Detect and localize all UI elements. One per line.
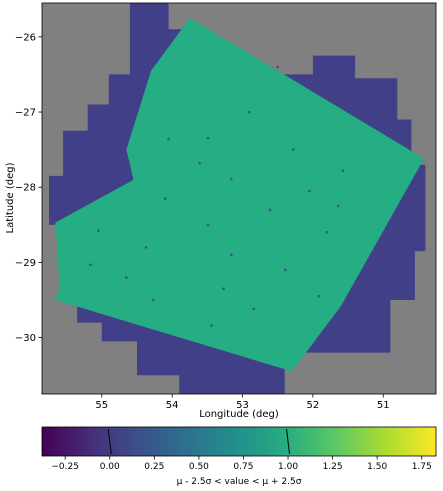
- coverage-main-region: [55, 18, 425, 372]
- colorbar: −0.25 0.00 0.25 0.50 0.75 1.00 1.25 1.50 1.75 μ …: [41, 426, 437, 487]
- source-point: [308, 189, 311, 193]
- x-tick-label: 53: [236, 400, 249, 411]
- source-points: [89, 65, 345, 327]
- x-axis-label: Longitude (deg): [199, 409, 279, 420]
- y-tick-label: −27: [15, 108, 36, 119]
- colorbar-tick-label: 0.00: [100, 462, 120, 472]
- source-point: [222, 287, 225, 291]
- source-point: [144, 246, 148, 249]
- colorbar-tick-label: 0.50: [189, 462, 209, 472]
- colorbar-tick-label: 1.75: [412, 462, 432, 472]
- colorbar-ticks: −0.25 0.00 0.25 0.50 0.75 1.00 1.25 1.50 1.75: [51, 456, 432, 472]
- y-tick-label: −28: [15, 183, 36, 194]
- colorbar-marker: [107, 428, 112, 455]
- x-axis-ticks: 55 54 53 52 51: [95, 394, 390, 411]
- source-point: [276, 65, 280, 69]
- source-point: [291, 148, 295, 151]
- source-point: [336, 204, 340, 208]
- source-point: [210, 324, 213, 327]
- source-point: [230, 177, 233, 181]
- colorbar-frame: [41, 426, 437, 457]
- source-point: [284, 268, 287, 272]
- source-point: [341, 169, 345, 172]
- y-tick-label: −26: [15, 32, 36, 43]
- source-point: [167, 137, 170, 141]
- y-tick-label: −30: [15, 333, 36, 344]
- x-tick-label: 51: [377, 400, 390, 411]
- source-point: [198, 161, 201, 165]
- y-axis-label: Latitude (deg): [5, 162, 16, 233]
- source-point: [252, 307, 256, 311]
- colorbar-label: μ - 2.5σ < value < μ + 2.5σ: [177, 477, 302, 487]
- x-tick-label: 55: [95, 400, 108, 411]
- source-point: [163, 197, 167, 200]
- colorbar-tick-label: 1.25: [323, 462, 343, 472]
- colorbar-tick-label: 1.00: [278, 462, 298, 472]
- x-tick-label: 54: [166, 400, 179, 411]
- y-tick-label: −29: [15, 258, 36, 269]
- x-tick-label: 52: [307, 400, 320, 411]
- source-point: [206, 137, 210, 140]
- map-axes: 55 54 53 52 51 −26 −27 −28 −29 −30 Longitude (de…: [5, 2, 437, 420]
- y-axis-ticks: −26 −27 −28 −29 −30: [15, 32, 42, 344]
- plot-frame: [41, 2, 437, 395]
- source-point: [325, 231, 329, 234]
- source-point: [317, 294, 321, 298]
- source-point: [89, 263, 92, 267]
- source-point: [230, 253, 233, 257]
- source-point: [151, 298, 155, 302]
- source-point: [97, 229, 100, 233]
- colorbar-tick-label: 0.75: [233, 462, 253, 472]
- colorbar-tick-label: 1.50: [367, 462, 387, 472]
- coverage-regions: [49, 3, 426, 394]
- source-point: [268, 208, 272, 212]
- colorbar-tick-label: 0.25: [144, 462, 164, 472]
- colorbar-marker: [286, 428, 291, 455]
- colorbar-gradient: [42, 427, 436, 456]
- colorbar-markers: [107, 428, 291, 455]
- source-point: [247, 110, 251, 114]
- colorbar-tick-label: −0.25: [51, 462, 79, 472]
- source-point: [125, 276, 128, 279]
- source-point: [206, 223, 210, 227]
